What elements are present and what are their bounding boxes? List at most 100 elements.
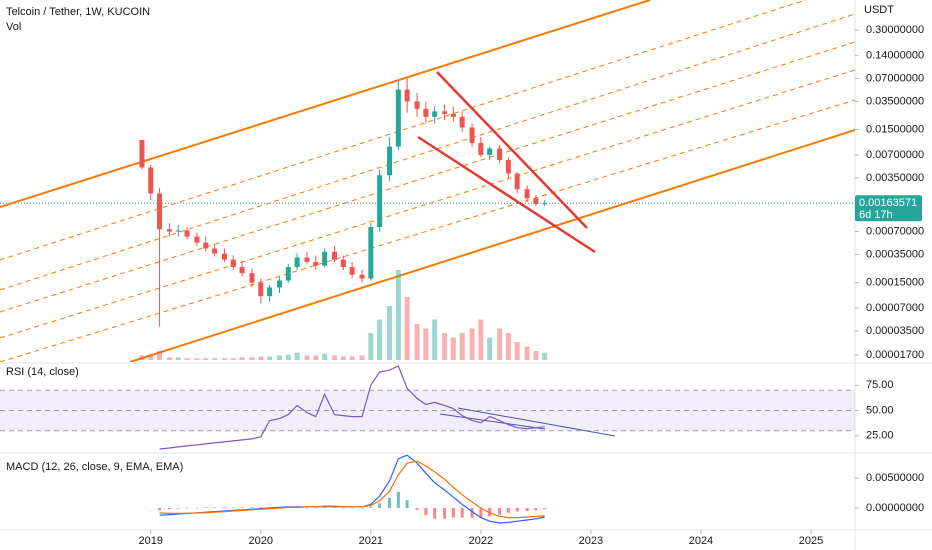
countdown-label: 6d 17h bbox=[859, 209, 893, 221]
candle-body bbox=[459, 116, 465, 128]
candle-body bbox=[340, 259, 346, 268]
volume-bar bbox=[469, 328, 475, 360]
price-pane bbox=[139, 78, 548, 360]
y-tick-label: 0.30000000 bbox=[866, 24, 924, 36]
volume-bar bbox=[524, 346, 530, 360]
volume-bar bbox=[332, 355, 338, 360]
candle-body bbox=[258, 282, 264, 297]
candle-body bbox=[332, 251, 338, 260]
candle-body bbox=[139, 139, 145, 168]
macd-histogram-bar bbox=[341, 507, 345, 509]
volume-bar bbox=[414, 324, 420, 360]
x-tick-label: 2025 bbox=[799, 535, 823, 547]
candle-body bbox=[276, 280, 282, 288]
candle-body bbox=[359, 274, 365, 279]
macd-histogram-bar bbox=[460, 507, 464, 518]
x-tick-label: 2023 bbox=[579, 535, 603, 547]
macd-title: MACD (12, 26, close, 9, EMA, EMA) bbox=[6, 461, 183, 473]
macd-histogram-bar bbox=[470, 507, 474, 518]
y-tick-label: 0.00035000 bbox=[866, 248, 924, 260]
macd-histogram-bar bbox=[451, 507, 455, 518]
candle-body bbox=[442, 111, 448, 114]
candle-body bbox=[230, 259, 236, 268]
y-tick-label: 0.00007000 bbox=[866, 302, 924, 314]
macd-histogram-bar bbox=[240, 507, 244, 508]
volume-bar bbox=[239, 357, 245, 360]
volume-bar bbox=[157, 351, 163, 360]
candle-body bbox=[533, 198, 539, 204]
candle-body bbox=[469, 127, 475, 144]
volume-bar bbox=[368, 333, 374, 360]
volume-bar bbox=[294, 352, 300, 360]
volume-bar bbox=[340, 356, 346, 360]
macd-histogram-bar bbox=[259, 507, 263, 508]
macd-histogram-bar bbox=[369, 506, 373, 508]
y-tick-label: 0.00700000 bbox=[866, 149, 924, 161]
volume-bar bbox=[148, 354, 154, 360]
volume-bar bbox=[203, 358, 209, 360]
volume-bar bbox=[267, 356, 273, 360]
macd-histogram-bar bbox=[213, 507, 217, 508]
candle-body bbox=[404, 89, 410, 102]
macd-histogram-bar bbox=[158, 507, 162, 511]
volume-bar bbox=[276, 355, 282, 360]
y-tick-label: 0.00001700 bbox=[866, 349, 924, 361]
volume-bar bbox=[285, 354, 291, 360]
candle-body bbox=[368, 227, 374, 279]
candle-body bbox=[487, 148, 493, 155]
macd-histogram-bar bbox=[204, 507, 208, 508]
candle-body bbox=[239, 267, 245, 274]
candle-body bbox=[267, 287, 273, 297]
y-tick-label: 0.03500000 bbox=[866, 95, 924, 107]
macd-histogram-bar bbox=[534, 507, 538, 511]
y-tick-label: 0.07000000 bbox=[866, 72, 924, 84]
volume-bar bbox=[533, 351, 539, 360]
volume-bar bbox=[442, 333, 448, 360]
candle-body bbox=[432, 111, 438, 117]
volume-bar bbox=[194, 358, 200, 360]
volume-bar bbox=[404, 297, 410, 360]
macd-line bbox=[159, 460, 545, 519]
candle-body bbox=[166, 229, 172, 232]
rsi-title: RSI (14, close) bbox=[6, 366, 79, 378]
candle-body bbox=[285, 267, 291, 281]
candle-body bbox=[395, 89, 401, 147]
y-tick-label: 0.00350000 bbox=[866, 172, 924, 184]
macd-histogram-bar bbox=[378, 503, 382, 508]
candle-body bbox=[387, 146, 393, 176]
macd-histogram-bar bbox=[305, 507, 309, 509]
macd-histogram-bar bbox=[525, 507, 529, 511]
channel-bottom bbox=[129, 129, 855, 362]
candle-body bbox=[203, 242, 209, 249]
volume-bar bbox=[514, 342, 520, 360]
volume-bar bbox=[432, 319, 438, 360]
y-tick-label: 0.00000000 bbox=[866, 502, 924, 514]
drawings bbox=[0, 0, 855, 362]
candle-body bbox=[304, 257, 310, 262]
rsi-line bbox=[159, 365, 545, 450]
candle-body bbox=[524, 189, 530, 199]
currency-label: USDT bbox=[864, 4, 894, 16]
volume-bar bbox=[249, 357, 255, 360]
volume-bar bbox=[221, 358, 227, 360]
volume-bar bbox=[175, 357, 181, 360]
volume-bar bbox=[230, 358, 236, 360]
volume-bar bbox=[322, 353, 328, 360]
chart-title: Telcoin / Tether, 1W, KUCOIN bbox=[6, 6, 150, 18]
candle-body bbox=[377, 175, 383, 228]
volume-bar bbox=[359, 355, 365, 360]
rsi-trendline bbox=[457, 407, 616, 437]
volume-bar bbox=[459, 333, 465, 360]
x-tick-label: 2022 bbox=[469, 535, 493, 547]
wedge-lower bbox=[417, 135, 596, 254]
candle-body bbox=[505, 160, 511, 174]
volume-bar bbox=[478, 319, 484, 360]
macd-histogram-bar bbox=[506, 507, 510, 513]
volume-bar bbox=[304, 355, 310, 360]
last-price-label: 0.00163571 bbox=[859, 197, 917, 209]
candle-body bbox=[313, 261, 319, 266]
candle-body bbox=[157, 193, 163, 230]
y-tick-label: 75.00 bbox=[866, 379, 894, 391]
macd-histogram-bar bbox=[250, 507, 254, 508]
macd-histogram-bar bbox=[405, 500, 409, 508]
